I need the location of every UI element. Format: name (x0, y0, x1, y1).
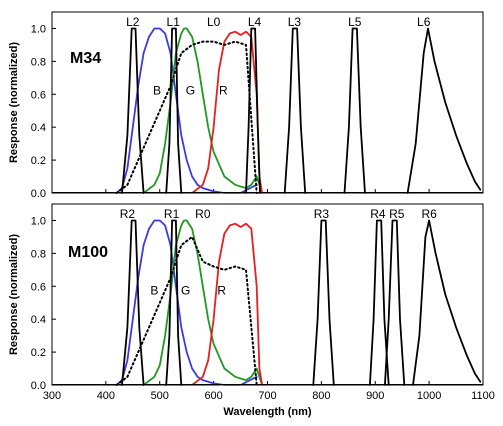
annotation-g: G (181, 284, 190, 298)
panel-label: M100 (68, 244, 108, 261)
curve-r5 (383, 219, 406, 386)
annotation-r: R (219, 83, 228, 97)
curve-g (142, 27, 264, 194)
y-axis-title: Response (normalized) (8, 234, 20, 355)
x-tick-label: 1000 (417, 390, 441, 402)
y-axis-title: Response (normalized) (8, 42, 20, 163)
annotation-b: B (150, 284, 158, 298)
y-tick-label: 0.4 (31, 122, 46, 134)
x-axis-title: Wavelength (nm) (223, 406, 312, 418)
y-tick-label: 0.8 (31, 248, 46, 260)
y-tick-label: 0.2 (31, 347, 46, 359)
y-tick-label: 0.6 (31, 281, 46, 293)
curve-l1 (165, 27, 183, 194)
annotation-r6: R6 (421, 207, 437, 221)
curve-r (191, 222, 264, 386)
curve-l6 (406, 27, 482, 194)
curve-r6 (412, 219, 482, 386)
x-tick-label: 600 (204, 390, 222, 402)
x-tick-label: 1100 (471, 390, 495, 402)
annotation-b: B (153, 83, 161, 97)
panel-m100: 0.0 0.2 0.4 0.6 0.8 1.0 300 400 500 600 700 800 900 1… (8, 203, 495, 418)
annotation-l2: L2 (126, 15, 140, 29)
x-tick-label: 400 (97, 390, 115, 402)
annotation-l1: L1 (167, 15, 181, 29)
annotation-l3: L3 (288, 15, 302, 29)
plot-frame (51, 11, 484, 194)
curve-r4 (368, 219, 390, 386)
annotation-r3: R3 (314, 207, 330, 221)
annotation-r1: R1 (164, 207, 180, 221)
annotation-l4: L4 (248, 15, 262, 29)
curve-l2 (121, 27, 145, 194)
y-tick-label: 0.6 (31, 89, 46, 101)
annotation-r4: R4 (370, 207, 386, 221)
panel-m34: 0.0 0.2 0.4 0.6 0.8 1.0 Response (normalized) L… (8, 11, 484, 200)
annotation-r5: R5 (389, 207, 405, 221)
y-tick-label: 0.0 (31, 188, 46, 200)
y-tick-label: 0.2 (31, 155, 46, 167)
curve-l5 (343, 27, 366, 194)
x-tick-label: 500 (151, 390, 169, 402)
annotation-r2: R2 (120, 207, 136, 221)
y-tick-label: 0.0 (31, 380, 46, 392)
y-tick-label: 0.8 (31, 56, 46, 68)
plot-frame (51, 203, 484, 386)
curve-r3 (312, 219, 335, 386)
x-tick-label: 900 (366, 390, 384, 402)
annotation-r: R (217, 284, 226, 298)
y-tick-label: 1.0 (31, 23, 46, 35)
annotation-l5: L5 (348, 15, 362, 29)
annotation-l0: L0 (207, 15, 221, 29)
annotation-l6: L6 (417, 15, 431, 29)
curve-r2 (121, 219, 145, 386)
y-tick-label: 1.0 (31, 215, 46, 227)
curve-g (142, 219, 264, 386)
x-tick-label: 300 (43, 390, 61, 402)
y-tick-label: 0.4 (31, 314, 46, 326)
panel-label: M34 (70, 50, 101, 67)
curve-l4 (245, 27, 261, 194)
curve-r1 (165, 219, 183, 386)
curve-l3 (283, 27, 307, 194)
x-tick-label: 700 (258, 390, 276, 402)
annotation-g: G (186, 83, 195, 97)
x-tick-label: 800 (312, 390, 330, 402)
annotation-r0: R0 (195, 207, 211, 221)
